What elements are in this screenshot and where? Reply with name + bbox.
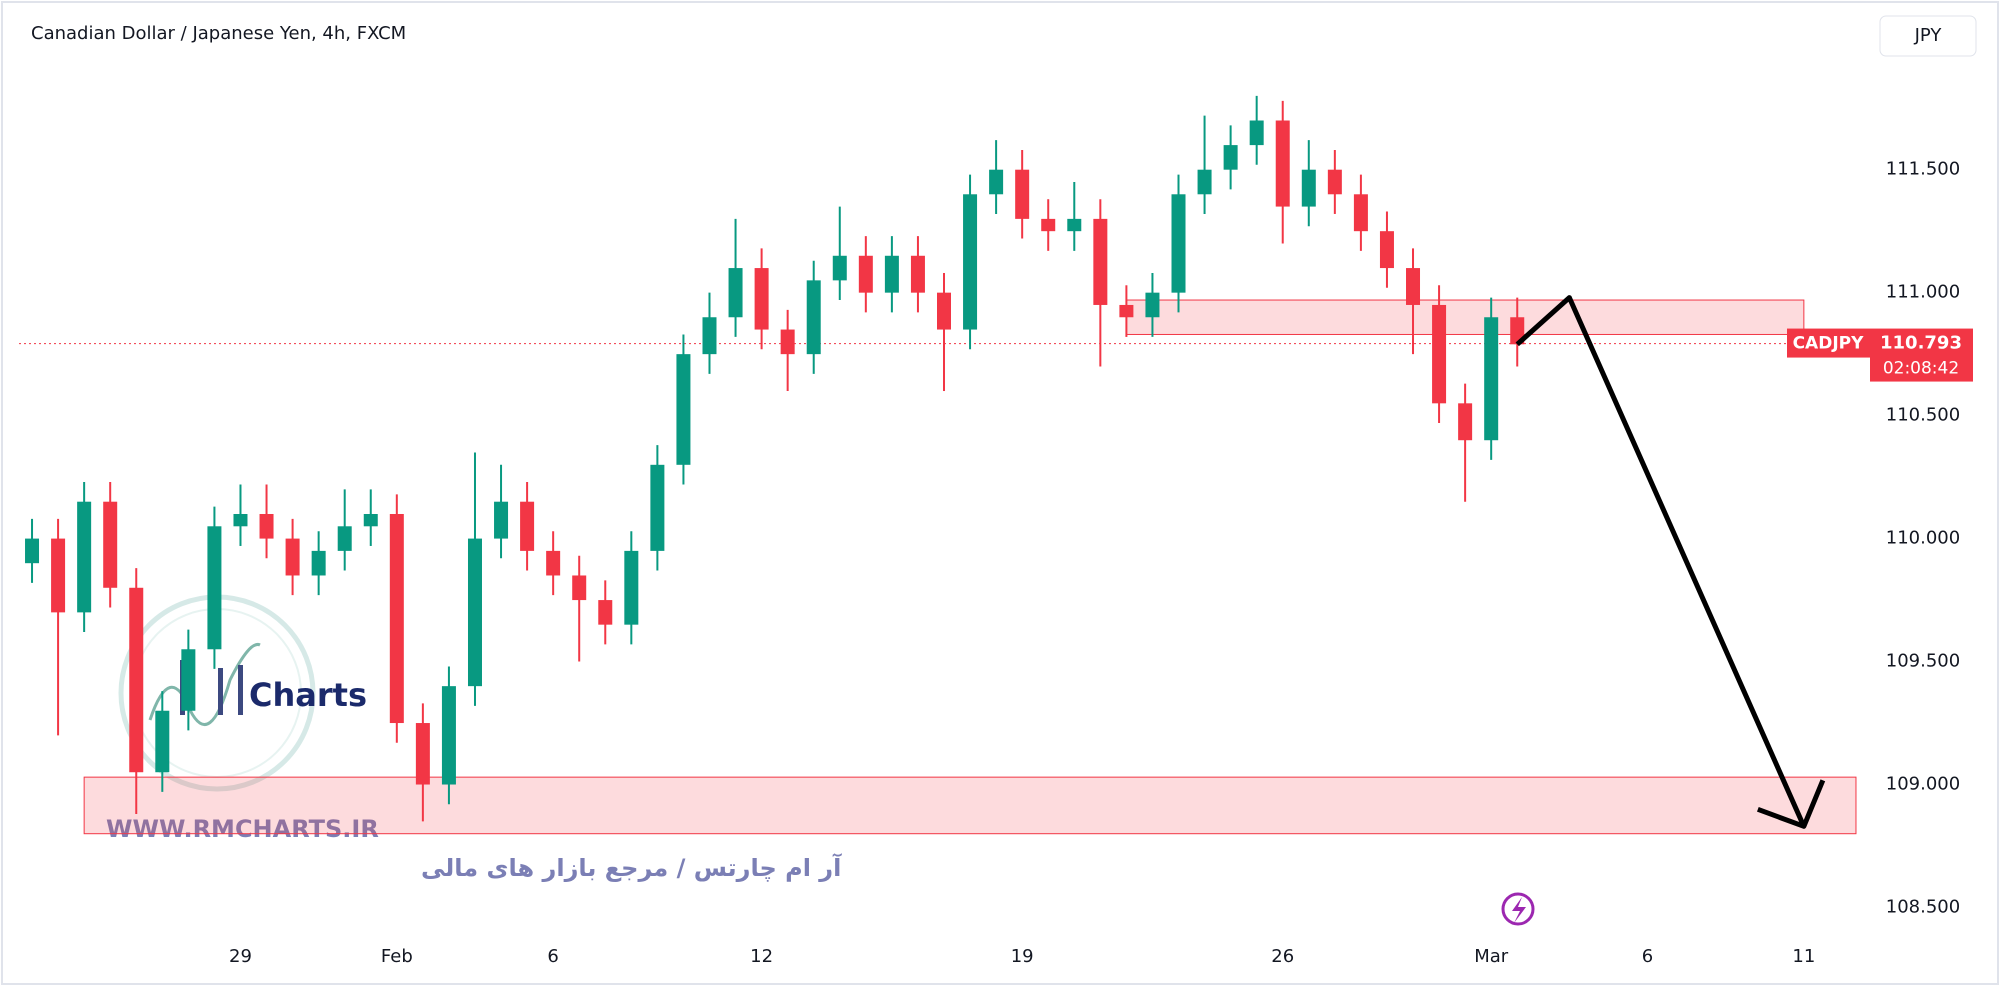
x-tick-label: 6 <box>547 946 558 967</box>
last-price-label: 110.793 <box>1880 333 1962 354</box>
x-tick-label: 19 <box>1011 946 1034 967</box>
candle-body <box>1432 304 1447 404</box>
candle-body <box>624 550 639 625</box>
y-tick-label: 109.000 <box>1886 774 1960 795</box>
candle-body <box>676 354 691 465</box>
x-tick-label: 29 <box>229 946 252 967</box>
candle-body <box>702 317 717 355</box>
candle-body <box>832 255 847 281</box>
zone <box>1125 299 1805 335</box>
currency-label[interactable]: JPY <box>1914 25 1943 46</box>
candle-body <box>467 538 482 687</box>
candle-body <box>441 686 456 785</box>
candle-body <box>25 538 40 564</box>
candle-body <box>963 194 978 330</box>
candle-body <box>311 550 326 576</box>
x-tick-label: 11 <box>1792 946 1815 967</box>
candle-body <box>806 280 821 355</box>
candle-body <box>1301 169 1316 207</box>
candle-body <box>181 649 196 711</box>
y-tick-label: 111.000 <box>1886 282 1960 303</box>
candle-body <box>389 513 404 724</box>
candle-body <box>728 268 743 318</box>
candle-body <box>207 526 222 650</box>
candle-body <box>51 538 66 613</box>
candle-body <box>285 538 300 576</box>
candle-body <box>337 526 352 551</box>
candle-body <box>1223 145 1238 170</box>
zone <box>83 776 1857 835</box>
candle-body <box>989 169 1004 195</box>
candle-body <box>937 292 951 330</box>
watermark-tagline: آر ام چارتس / مرجع بازار های مالی <box>421 853 842 882</box>
candle-body <box>1067 218 1082 232</box>
lightning-icon[interactable] <box>1501 892 1535 926</box>
candle-body <box>494 501 509 539</box>
countdown-label: 02:08:42 <box>1883 359 1959 379</box>
x-tick-label: 6 <box>1642 946 1653 967</box>
candle-body <box>1119 304 1134 318</box>
price-badge <box>1870 328 1973 382</box>
candle-body <box>1406 268 1421 305</box>
candle-body <box>363 513 378 527</box>
logo-text: Charts <box>249 676 367 714</box>
candle-body <box>1327 169 1342 195</box>
currency-button[interactable] <box>1879 15 1977 57</box>
candle-body <box>155 710 170 773</box>
candle-body <box>572 575 587 601</box>
candle-body <box>1353 194 1368 232</box>
candle-body <box>650 464 665 551</box>
candle-body <box>233 513 248 527</box>
candle-body <box>1041 218 1056 232</box>
x-tick-label: Mar <box>1474 946 1509 967</box>
candle-body <box>780 329 795 355</box>
forecast-arrow <box>1515 295 1807 828</box>
candle-body <box>1015 169 1030 219</box>
candle-body <box>415 723 430 785</box>
candle-body <box>546 550 561 576</box>
y-tick-label: 110.500 <box>1886 405 1960 426</box>
arrow-head <box>1756 779 1826 829</box>
candle-body <box>884 255 899 293</box>
y-tick-label: 111.500 <box>1886 159 1960 180</box>
candle-body <box>1171 194 1186 293</box>
candle-body <box>1379 231 1394 269</box>
y-tick-label: 109.500 <box>1886 651 1960 672</box>
chart-title: Canadian Dollar / Japanese Yen, 4h, FXCM <box>31 23 406 44</box>
candle-body <box>1484 317 1499 441</box>
candle-body <box>1093 218 1108 305</box>
candle-body <box>754 268 769 330</box>
candle-body <box>1458 403 1473 441</box>
y-tick-label: 108.500 <box>1886 896 1960 917</box>
candle-body <box>77 501 92 613</box>
candle-body <box>1249 120 1264 146</box>
watermark-url: WWW.RMCHARTS.IR <box>106 815 379 843</box>
y-tick-label: 110.000 <box>1886 528 1960 549</box>
candle-body <box>598 600 613 625</box>
candle-body <box>520 501 535 551</box>
candle-body <box>910 255 925 293</box>
symbol-label: CADJPY <box>1793 334 1865 354</box>
x-tick-label: 12 <box>750 946 773 967</box>
x-tick-label: 26 <box>1271 946 1294 967</box>
candle-body <box>129 587 144 773</box>
candle-body <box>1275 120 1290 207</box>
symbol-badge <box>1787 328 1870 358</box>
candle-body <box>259 513 274 539</box>
x-tick-label: Feb <box>381 946 413 967</box>
candle-body <box>858 255 873 293</box>
candle-body <box>1510 317 1525 345</box>
candle-body <box>1197 169 1212 195</box>
candle-body <box>1145 292 1160 318</box>
candle-body <box>103 501 118 588</box>
